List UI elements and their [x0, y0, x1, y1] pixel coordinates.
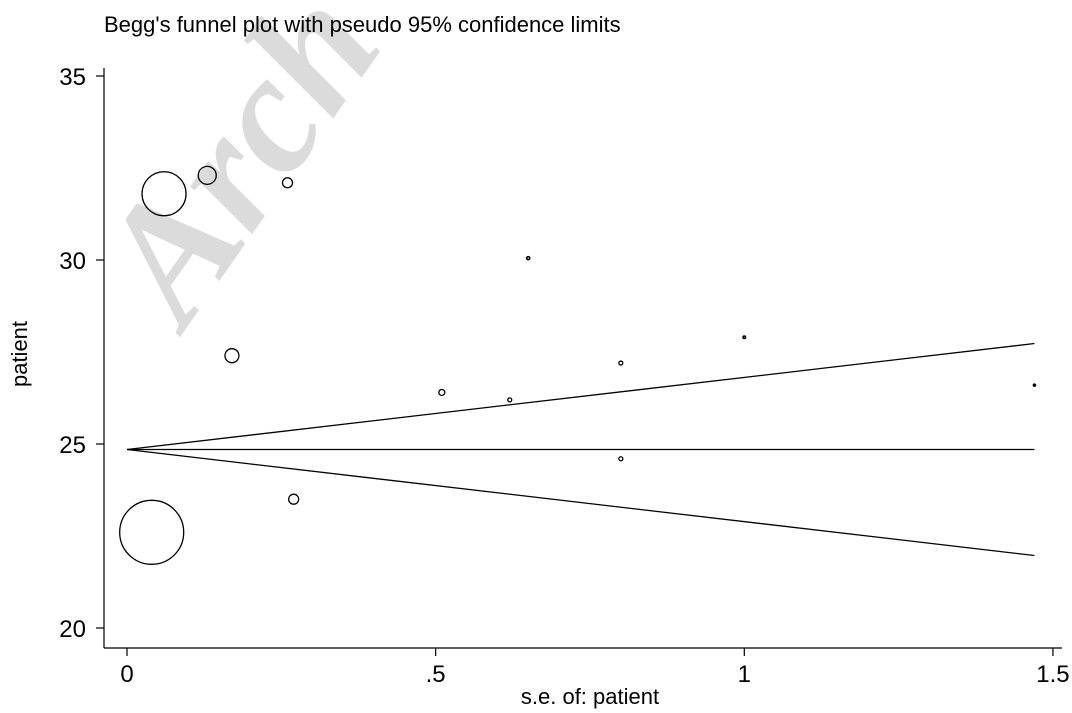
study-point: [224, 348, 240, 364]
study-point: [525, 255, 531, 261]
x-tick-label: 1.5: [1036, 661, 1069, 688]
chart-title: Begg's funnel plot with pseudo 95% confi…: [104, 12, 621, 37]
study-point: [438, 388, 446, 397]
study-point: [618, 456, 624, 462]
study-point: [141, 171, 187, 217]
study-point: [288, 493, 300, 505]
x-axis-label: s.e. of: patient: [521, 684, 659, 709]
y-ticks: 20 25 30 35: [59, 64, 104, 643]
upper-confidence-limit: [126, 342, 1035, 451]
y-axis-label: patient: [7, 321, 32, 387]
y-tick-label: 20: [59, 616, 86, 643]
study-point: [618, 360, 624, 366]
study-point: [197, 165, 217, 186]
y-tick-label: 35: [59, 64, 86, 91]
study-point: [281, 177, 294, 189]
x-tick-label: .5: [426, 661, 446, 688]
study-point: [507, 397, 513, 403]
y-tick-label: 30: [59, 248, 86, 275]
x-tick-label: 1: [738, 661, 751, 688]
funnel-lines: [126, 342, 1035, 557]
lower-confidence-limit: [126, 448, 1035, 557]
y-tick-label: 25: [59, 432, 86, 459]
x-ticks: 0 .5 1 1.5: [120, 648, 1070, 688]
study-point: [742, 335, 747, 340]
watermark: Arch: [56, 0, 416, 359]
study-point: [1032, 383, 1037, 387]
x-tick-label: 0: [120, 661, 133, 688]
axes: [103, 68, 1062, 649]
study-point: [119, 499, 185, 565]
study-points: [119, 165, 1037, 565]
